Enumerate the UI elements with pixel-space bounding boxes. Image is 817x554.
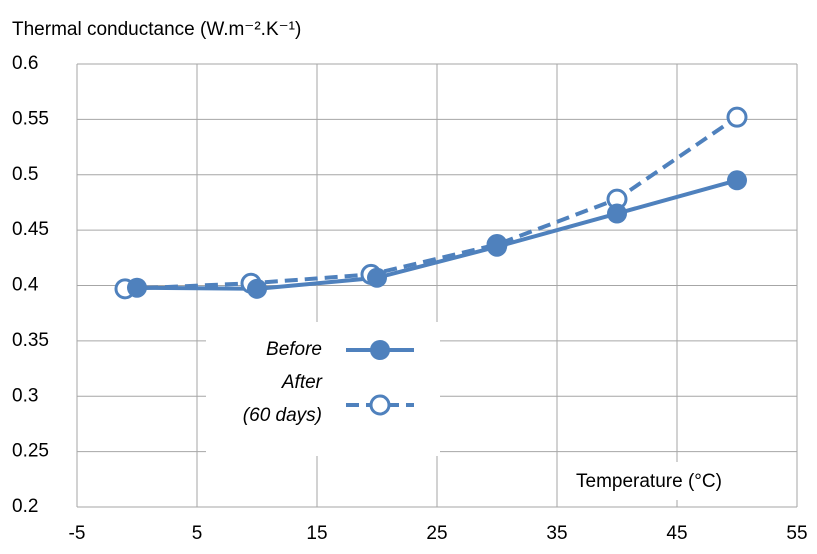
y-axis-label: Thermal conductance (W.m⁻².K⁻¹) [12,19,301,40]
y-tick-label: 0.2 [12,496,38,517]
x-tick-label: 35 [546,523,567,544]
x-tick-label: 5 [192,523,203,544]
x-label-bg [568,462,780,500]
y-tick-label: 0.4 [12,275,39,296]
legend-label-line: (60 days) [243,405,322,426]
y-tick-label: 0.55 [12,108,49,129]
y-tick-label: 0.35 [12,330,49,351]
legend-label: Before [266,339,322,360]
point [607,203,627,224]
point [127,277,147,298]
y-tick-label: 0.45 [12,219,49,240]
legend-label: After (60 days) [243,372,323,426]
x-tick-label: 55 [786,523,807,544]
point [369,394,391,416]
legend-label-line: After [281,372,323,393]
y-tick-label: 0.3 [12,385,38,406]
x-tick-label: 25 [426,523,447,544]
x-axis-label: Temperature (°C) [576,471,722,492]
x-tick-label: 45 [666,523,687,544]
point [727,170,747,191]
point [247,278,267,299]
point [367,267,387,288]
x-tick-label: -5 [69,523,86,544]
y-tick-label: 0.25 [12,441,49,462]
x-tick-label: 15 [306,523,327,544]
line [136,178,738,291]
line [124,115,739,291]
point [487,236,507,257]
point [370,340,390,360]
legend-bg [206,322,440,456]
y-tick-label: 0.6 [12,53,38,74]
point [726,106,748,128]
y-tick-label: 0.5 [12,164,38,185]
